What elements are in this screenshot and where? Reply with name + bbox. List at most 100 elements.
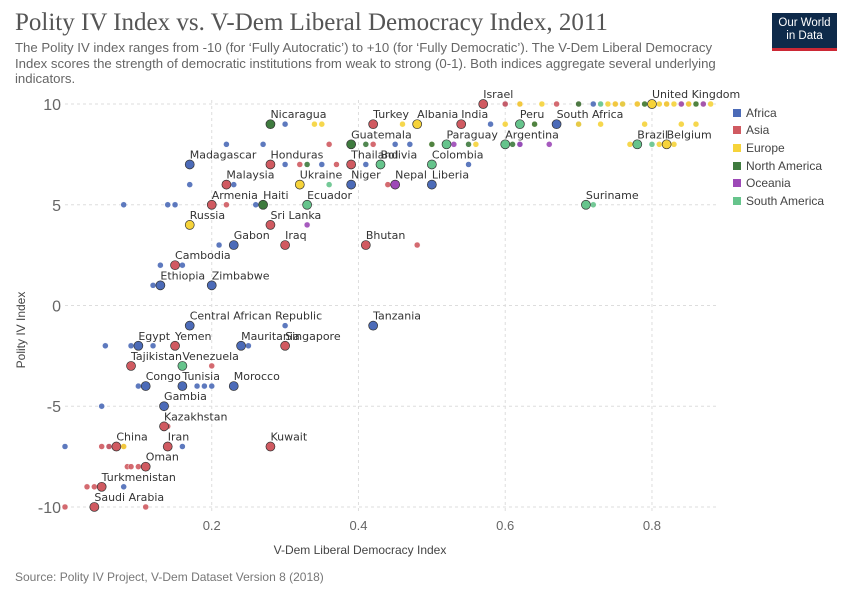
labeled-point: [280, 340, 290, 351]
data-point: [208, 362, 215, 370]
chart-title: Polity IV Index vs. V-Dem Liberal Democr…: [15, 9, 608, 36]
labeled-point: [368, 119, 379, 130]
x-tick-label: 0.6: [496, 518, 514, 533]
labeled-point: [427, 179, 437, 190]
legend-item-asia[interactable]: Asia: [733, 122, 824, 140]
labeled-point: [206, 280, 217, 291]
legend-swatch-asia: [733, 126, 741, 135]
legend-item-south-america[interactable]: South America: [733, 192, 824, 210]
legend-label-oceania: Oceania: [746, 176, 791, 191]
labeled-point: [111, 441, 122, 452]
data-point: [362, 161, 370, 168]
data-point: [362, 141, 370, 148]
data-point: [553, 100, 560, 108]
point-label: Turkey: [372, 108, 409, 121]
data-point: [142, 503, 149, 511]
point-label: Peru: [520, 108, 545, 121]
data-point: [670, 100, 678, 108]
data-point: [634, 100, 641, 108]
logo-line-1: Our World: [778, 17, 831, 29]
point-label: Mauritania: [241, 330, 300, 343]
data-point: [281, 120, 289, 128]
data-point: [186, 181, 193, 188]
point-label: Nepal: [395, 169, 427, 182]
labeled-point: [346, 179, 356, 190]
data-point: [450, 141, 458, 148]
labeled-point: [302, 199, 312, 210]
point-label: Brazil: [637, 128, 668, 141]
data-point: [179, 261, 186, 269]
data-point: [179, 443, 186, 450]
data-point: [120, 443, 127, 450]
point-label: United Kingdom: [652, 88, 740, 101]
data-point: [685, 100, 692, 108]
legend-swatch-north-america: [733, 161, 741, 170]
data-point: [516, 100, 524, 108]
labeled-point: [221, 179, 232, 190]
point-label: Central African Republic: [190, 310, 322, 323]
data-point: [545, 141, 553, 148]
labeled-point: [170, 260, 180, 271]
point-label: Nicaragua: [270, 108, 326, 121]
labeled-point: [265, 441, 276, 452]
data-point: [501, 120, 509, 128]
data-point: [707, 100, 714, 108]
data-point: [692, 100, 700, 108]
y-tick-label: -10: [38, 500, 61, 517]
point-label: Honduras: [270, 148, 323, 161]
data-point: [318, 161, 326, 168]
point-label: Singapore: [285, 330, 341, 343]
point-label: Thailand: [350, 148, 398, 161]
legend-item-europe[interactable]: Europe: [733, 139, 824, 157]
legend-item-north-america[interactable]: North America: [733, 157, 824, 175]
owid-logo[interactable]: Our World in Data: [772, 13, 837, 51]
legend-label-africa: Africa: [746, 105, 777, 120]
labeled-point: [206, 199, 217, 210]
legend-swatch-oceania: [733, 179, 741, 188]
labeled-point: [177, 381, 188, 391]
point-label: Cambodia: [175, 249, 231, 262]
y-tick-label: 5: [52, 198, 61, 215]
labeled-point: [177, 361, 188, 371]
data-point: [135, 382, 142, 390]
labeled-point: [126, 361, 136, 371]
data-point: [281, 161, 289, 168]
data-point: [678, 100, 685, 108]
data-point: [259, 141, 267, 148]
labeled-point: [581, 199, 591, 210]
x-tick-label: 0.2: [203, 518, 221, 533]
point-label: Gabon: [234, 229, 270, 242]
point-label: Ukraine: [300, 169, 343, 182]
point-label: Iraq: [285, 229, 307, 242]
point-label: Oman: [146, 451, 179, 464]
labeled-point: [96, 481, 107, 492]
data-point: [149, 342, 157, 350]
x-axis-label: V-Dem Liberal Democracy Index: [274, 543, 447, 557]
data-point: [157, 261, 164, 269]
labeled-point: [155, 280, 166, 291]
y-tick-label: 0: [52, 298, 61, 315]
point-label: Gambia: [164, 390, 207, 403]
legend-swatch-south-america: [733, 196, 741, 205]
point-label: Armenia: [212, 189, 258, 202]
data-point: [465, 141, 472, 148]
labeled-point: [159, 401, 169, 412]
labeled-point: [140, 461, 151, 472]
point-label: Kazakhstan: [164, 410, 227, 423]
point-label: Suriname: [586, 189, 639, 202]
legend-item-africa[interactable]: Africa: [733, 104, 824, 122]
point-label: Colombia: [432, 148, 484, 161]
x-tick-label: 0.4: [349, 518, 367, 533]
data-point: [413, 241, 421, 249]
data-point: [406, 141, 414, 148]
point-label: Turkmenistan: [101, 471, 176, 484]
data-point: [325, 181, 333, 188]
source-note[interactable]: Source: Polity IV Project, V-Dem Dataset…: [15, 570, 324, 584]
point-label: Liberia: [432, 169, 469, 182]
data-point: [648, 141, 656, 148]
point-label: Ecuador: [307, 189, 352, 202]
labeled-point: [456, 119, 467, 130]
data-point: [303, 221, 311, 229]
legend-item-oceania[interactable]: Oceania: [733, 174, 824, 192]
